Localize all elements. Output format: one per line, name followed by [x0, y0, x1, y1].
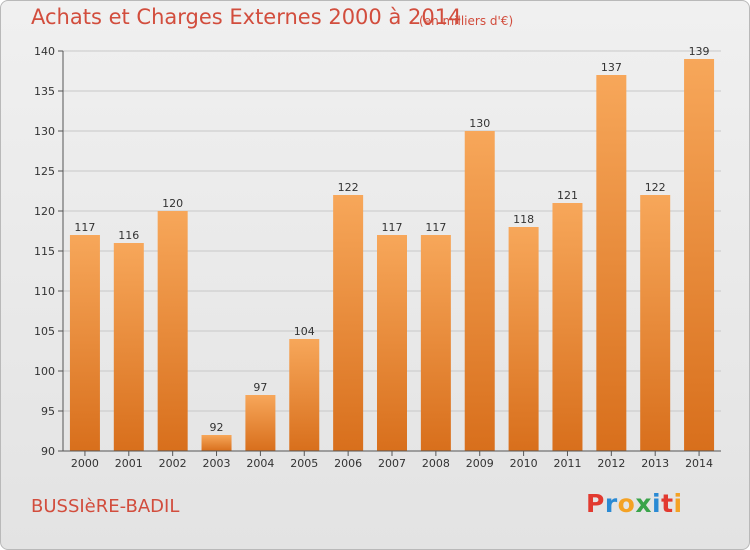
x-tick-label: 2002	[159, 457, 187, 470]
x-tick-label: 2013	[641, 457, 669, 470]
logo-letter: o	[617, 489, 636, 518]
y-tick-label: 130	[34, 125, 55, 138]
proxiti-logo: Proxiti	[586, 489, 683, 518]
bar-2012	[596, 75, 627, 451]
bar-2006	[333, 195, 364, 451]
x-tick-label: 2006	[334, 457, 362, 470]
y-tick-label: 90	[41, 445, 55, 458]
bar-2013	[640, 195, 671, 451]
logo-letter: x	[635, 489, 652, 518]
x-tick-label: 2005	[290, 457, 318, 470]
data-label-2004: 97	[253, 381, 267, 394]
bar-2004	[245, 395, 276, 451]
logo-letter: t	[661, 489, 674, 518]
data-label-2012: 137	[601, 61, 622, 74]
x-tick-label: 2010	[510, 457, 538, 470]
axis-layer: 90 95 100 105 110 115 120 125 130 135 140 2000 2001 2…	[34, 45, 721, 470]
bar-2002	[157, 211, 188, 451]
bar-2008	[420, 235, 451, 451]
bar-2001	[113, 243, 144, 451]
y-tick-label: 105	[34, 325, 55, 338]
y-tick-label: 115	[34, 245, 55, 258]
bar-2010	[508, 227, 539, 451]
y-tick-label: 95	[41, 405, 55, 418]
y-tick-label: 135	[34, 85, 55, 98]
data-label-2010: 118	[513, 213, 534, 226]
bar-2000	[69, 235, 100, 451]
x-tick-label: 2000	[71, 457, 99, 470]
y-tick-label: 125	[34, 165, 55, 178]
x-tick-label: 2001	[115, 457, 143, 470]
x-tick-label: 2008	[422, 457, 450, 470]
data-label-2006: 122	[338, 181, 359, 194]
y-tick-label: 110	[34, 285, 55, 298]
data-label-2007: 117	[382, 221, 403, 234]
data-label-2000: 117	[74, 221, 95, 234]
data-label-2005: 104	[294, 325, 315, 338]
bar-2014	[684, 59, 715, 451]
x-tick-label: 2003	[203, 457, 231, 470]
y-tick-label: 140	[34, 45, 55, 58]
chart-title: Achats et Charges Externes 2000 à 2014	[31, 5, 462, 29]
data-label-2008: 117	[425, 221, 446, 234]
bar-layer: 117 116 120 92 97 104 122 117 117 130 118 121 137 122…	[69, 45, 715, 451]
data-label-2002: 120	[162, 197, 183, 210]
bar-2007	[377, 235, 407, 451]
bar-2009	[464, 131, 495, 451]
x-tick-label: 2011	[553, 457, 581, 470]
x-tick-label: 2009	[466, 457, 494, 470]
y-tick-label: 120	[34, 205, 55, 218]
logo-letter: i	[652, 489, 662, 518]
y-tick-label: 100	[34, 365, 55, 378]
data-label-2001: 116	[118, 229, 139, 242]
x-tick-label: 2004	[246, 457, 274, 470]
bar-2003	[201, 435, 232, 451]
data-label-2011: 121	[557, 189, 578, 202]
logo-letter: r	[604, 489, 618, 518]
bar-2005	[289, 339, 320, 451]
logo-letter: i	[673, 489, 683, 518]
x-tick-label: 2012	[597, 457, 625, 470]
x-tick-label: 2007	[378, 457, 406, 470]
x-tick-label: 2014	[685, 457, 713, 470]
commune-name: BUSSIèRE-BADIL	[31, 496, 180, 517]
data-label-2003: 92	[210, 421, 224, 434]
chart-subtitle: (en milliers d'€)	[419, 14, 514, 28]
bar-2011	[552, 203, 583, 451]
data-label-2014: 139	[689, 45, 710, 58]
logo-letter: P	[586, 489, 605, 518]
data-label-2009: 130	[469, 117, 490, 130]
data-label-2013: 122	[645, 181, 666, 194]
